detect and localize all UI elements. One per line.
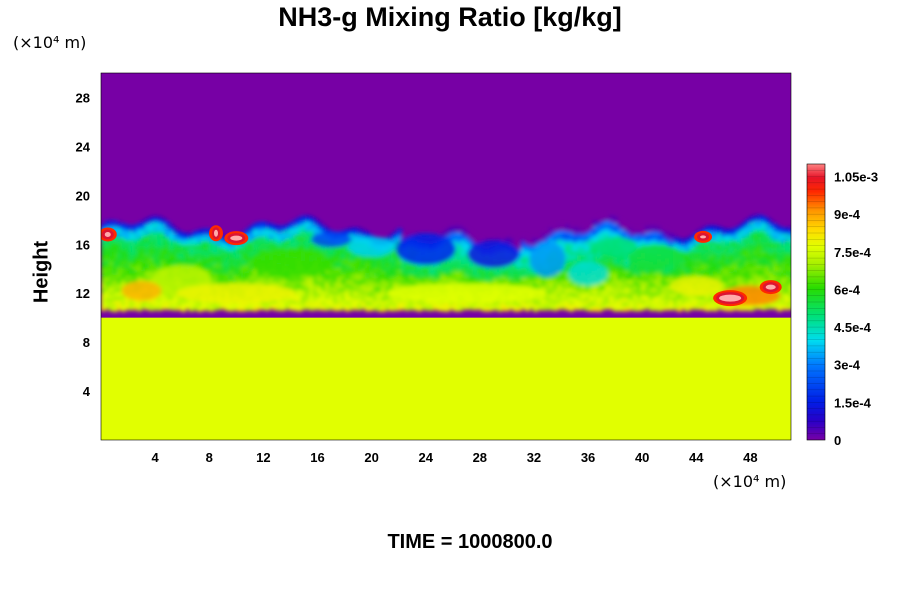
time-label: TIME = 1000800.0 [387,531,553,553]
x-axis-unit: (×10⁴ m) [713,472,787,491]
chart-title: NH3-g Mixing Ratio [kg/kg] [278,2,622,32]
colorbar-tick-label: 6e-4 [834,282,861,297]
y-tick-label: 4 [83,384,91,399]
colorbar-tick-label: 7.5e-4 [834,245,872,260]
y-tick-label: 16 [76,237,90,252]
colorbar-tick-label: 4.5e-4 [834,320,872,335]
hot-spots [101,225,782,307]
x-tick-label: 44 [689,450,704,465]
lower-region [101,317,791,440]
x-tick-label: 32 [527,450,541,465]
x-tick-label: 24 [418,450,433,465]
y-tick-label: 24 [76,139,91,154]
x-tick-label: 40 [635,450,649,465]
colorbar-frame [806,163,826,441]
colorbar [807,164,825,440]
colorbar-tick-label: 1.05e-3 [834,170,878,185]
colorbar-tick-label: 1.5e-4 [834,395,872,410]
y-axis-unit: (×10⁴ m) [13,33,87,52]
x-tick-label: 4 [152,450,160,465]
x-tick-label: 12 [256,450,270,465]
x-tick-label: 20 [364,450,378,465]
heatmap-field [101,73,791,440]
y-tick-label: 20 [76,188,90,203]
y-tick-label: 28 [76,90,90,105]
x-tick-label: 28 [473,450,487,465]
y-tick-label: 12 [76,286,90,301]
x-tick-label: 36 [581,450,595,465]
plot-frame [100,72,792,441]
x-tick-label: 16 [310,450,324,465]
y-tick-label: 8 [83,335,90,350]
colorbar-tick-label: 9e-4 [834,207,861,222]
colorbar-tick-label: 0 [834,433,841,448]
x-tick-label: 8 [206,450,213,465]
colorbar-tick-label: 3e-4 [834,358,861,373]
x-tick-label: 48 [743,450,757,465]
